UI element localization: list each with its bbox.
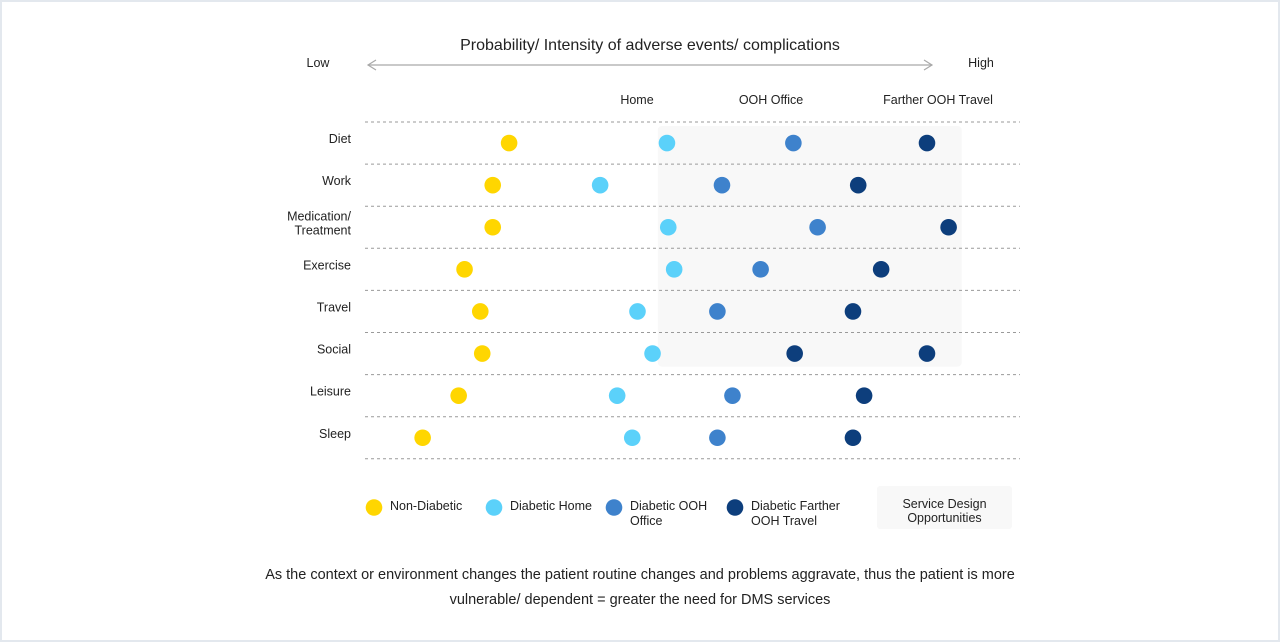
data-point-s2-r3 [752,261,769,278]
adverse-events-chart: Probability/ Intensity of adverse events… [287,37,1020,529]
axis-low-label: Low [307,56,331,70]
data-point-s1-r6 [608,387,626,404]
legend-highlight-box [877,486,1012,529]
chart-title: Probability/ Intensity of adverse events… [460,37,840,54]
data-point-s0-r5 [473,345,491,362]
data-point-s3-r5 [786,345,803,362]
data-point-s0-r7 [414,429,431,447]
data-point-s0-r0 [500,134,518,152]
data-point-s0-r2 [484,218,502,236]
data-point-s2-r7 [709,429,726,447]
axis-arrow-right-head [923,59,934,71]
data-point-s3-r0 [918,134,936,152]
legend-marker-0 [365,499,383,516]
legend-label-2-line-1: Office [630,514,662,528]
data-point-s3-r7 [844,429,862,447]
legend-label-3-line-0: Diabetic Farther [751,499,840,513]
data-point-s4-r5 [918,345,936,362]
row-label-5: Social [317,343,351,357]
context-label-0: Home [620,93,653,107]
legend-label-0: Non-Diabetic [390,499,462,513]
data-point-s1-r5 [644,345,661,362]
axis-arrow-left-head [366,59,377,71]
axis-high-label: High [968,56,994,70]
row-label-7: Sleep [319,427,351,441]
data-point-s2-r4 [709,303,726,320]
row-label-4: Travel [317,300,351,314]
data-point-s3-r3 [872,261,890,278]
data-point-s3-r1 [849,176,867,194]
legend-marker-2 [605,499,623,516]
service-design-highlight-band [657,126,962,367]
data-point-s0-r6 [450,387,467,404]
data-point-s1-r0 [658,134,676,152]
legend-marker-1 [485,499,503,516]
data-point-s1-r2 [659,218,677,236]
row-label-6: Leisure [310,385,351,399]
row-label-3: Exercise [303,258,351,272]
legend-highlight-label-line-0: Service Design [902,497,986,511]
data-point-s2-r2 [809,218,826,236]
caption-line-2: vulnerable/ dependent = greater the need… [449,592,831,608]
data-point-s1-r1 [591,176,609,194]
context-label-1: OOH Office [739,93,803,107]
data-point-s3-r6 [855,387,873,404]
data-point-s1-r4 [629,303,646,320]
legend-label-2-line-0: Diabetic OOH [630,499,707,513]
data-point-s1-r3 [665,261,683,278]
data-point-s2-r6 [724,387,741,404]
data-point-s2-r1 [713,176,731,194]
data-point-s0-r3 [456,261,473,278]
data-point-s3-r4 [844,303,862,320]
row-label-2-line-1: Treatment [294,223,351,237]
data-point-s1-r7 [623,429,641,447]
legend-label-1: Diabetic Home [510,499,592,513]
legend-highlight-label-line-1: Opportunities [907,511,981,525]
context-label-2: Farther OOH Travel [883,93,993,107]
data-point-s0-r4 [471,303,489,320]
data-point-s3-r2 [940,218,957,236]
caption-line-1: As the context or environment changes th… [265,567,1015,583]
row-label-1: Work [322,174,352,188]
legend-marker-3 [726,499,744,516]
legend-label-3-line-1: OOH Travel [751,514,817,528]
data-point-s0-r1 [484,176,502,194]
row-label-0: Diet [329,132,352,146]
data-point-s2-r0 [785,134,802,152]
chart-caption: As the context or environment changes th… [200,563,1080,613]
row-label-2-line-0: Medication/ [287,209,351,223]
